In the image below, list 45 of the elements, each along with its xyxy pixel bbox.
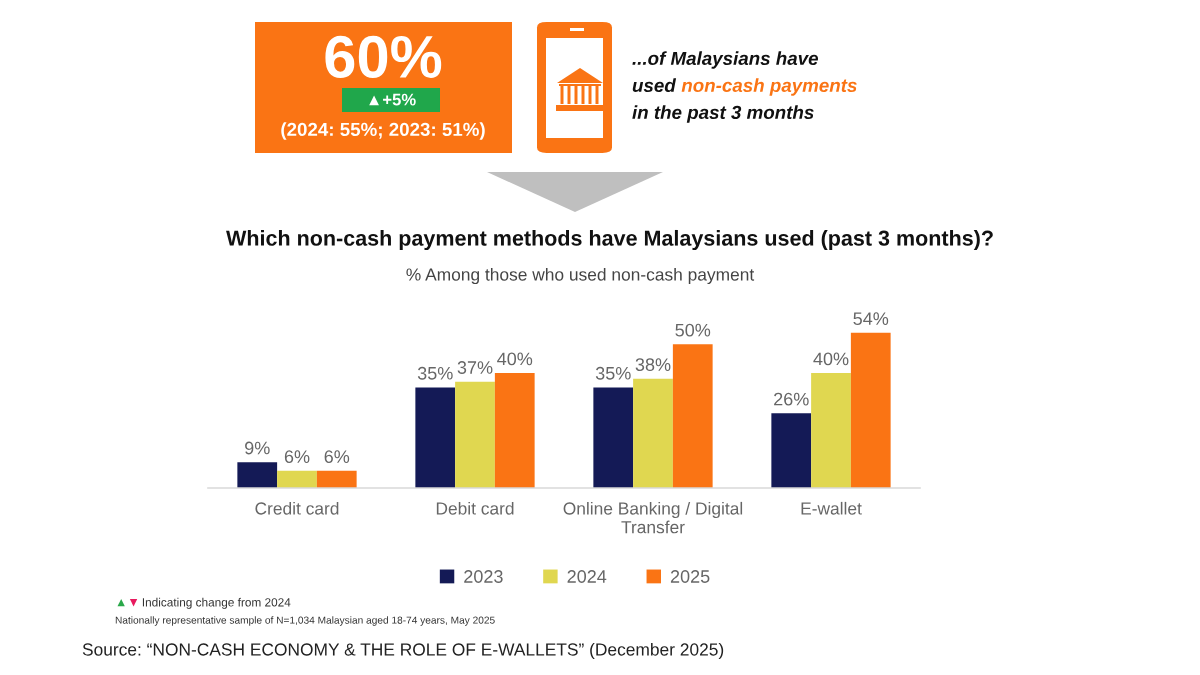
x-tick-label: Credit card	[255, 501, 339, 515]
data-label: 54%	[853, 312, 889, 326]
bar	[415, 387, 456, 488]
legend-label: 2024	[567, 570, 607, 583]
source-note: Source: “NON-CASH ECONOMY & THE ROLE OF E-WALLETS” (December 2025)	[82, 642, 724, 660]
bar	[771, 413, 812, 488]
chart-subtitle: % Among those who used non-cash payment	[406, 267, 755, 285]
chart-title: Which non-cash payment methods have Malaysians used (past 3 months)?	[226, 229, 993, 251]
text: ▼	[129, 599, 138, 607]
legend-label: 2023	[464, 570, 503, 583]
bar	[277, 470, 317, 488]
data-label: 35%	[417, 366, 453, 380]
text: ...of Malaysians have	[632, 51, 819, 69]
text: in the past 3 months	[632, 105, 814, 123]
text: ▲	[117, 598, 125, 607]
x-tick-label: Debit card	[436, 501, 514, 515]
data-label: 35%	[595, 366, 631, 380]
data-label: 40%	[497, 352, 533, 366]
x-tick-label: Online Banking / Digital Transfer	[563, 501, 743, 534]
data-label: 37%	[457, 361, 493, 374]
text: (2024: 55%; 2023: 51%)	[281, 122, 485, 140]
legend-label: 2025	[670, 570, 710, 583]
text: 60%	[325, 35, 442, 79]
text: ▲+5%	[369, 93, 416, 106]
x-tick-label: E-wallet	[801, 501, 862, 515]
bar	[455, 381, 495, 488]
data-label: 40%	[813, 352, 849, 366]
bar	[811, 373, 851, 488]
data-label: 50%	[675, 323, 711, 337]
bar	[316, 470, 357, 488]
bar	[237, 462, 278, 488]
text: used	[632, 78, 677, 93]
bar	[593, 387, 634, 488]
bar	[494, 373, 535, 488]
data-label: 6%	[324, 450, 350, 464]
text: Nationally representative sample of N=1,034 Malaysian aged 18-74 years, May 2025	[115, 616, 495, 626]
bar	[672, 344, 713, 488]
data-label: 6%	[284, 450, 310, 464]
bar	[633, 378, 673, 488]
data-label: 38%	[635, 358, 671, 372]
text: non-cash payments	[681, 78, 857, 96]
data-label: 26%	[774, 392, 809, 406]
data-label: 9%	[245, 441, 270, 455]
bar	[850, 332, 891, 488]
text: Indicating change from 2024	[142, 597, 291, 609]
